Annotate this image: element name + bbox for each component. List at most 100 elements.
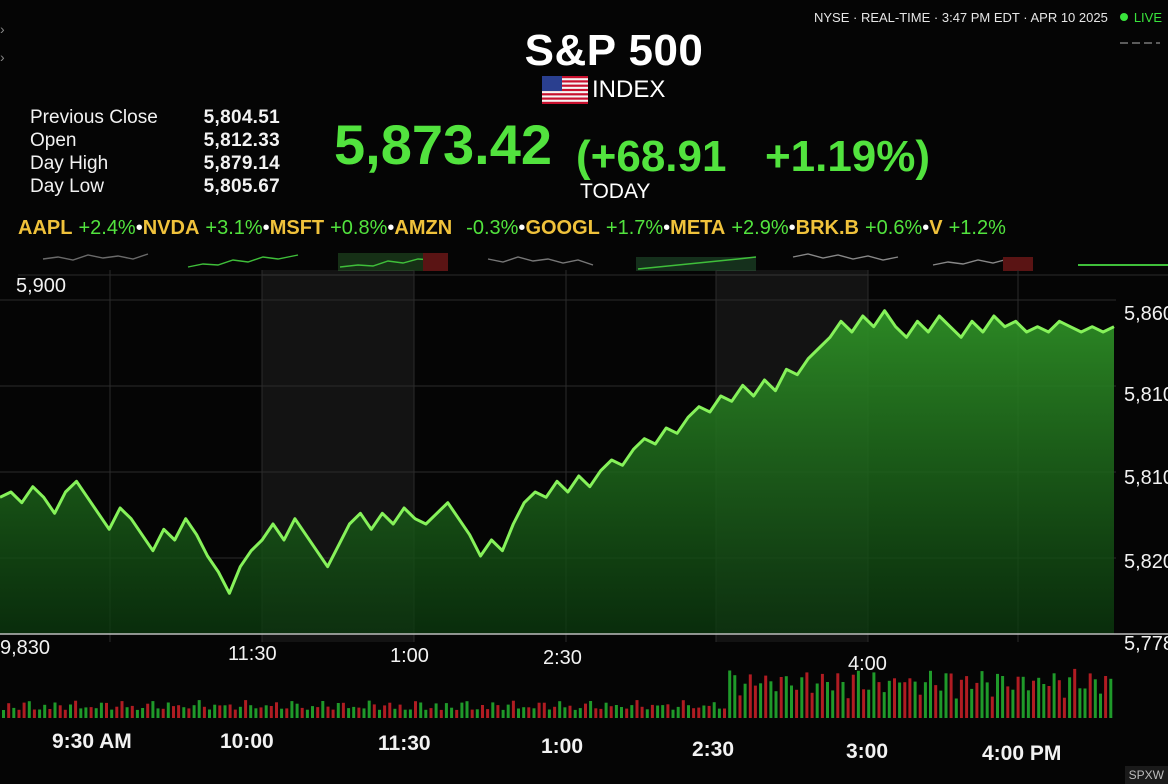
ticker-item-aapl[interactable]: AAPL +2.4% xyxy=(18,217,136,240)
ticker-item-brkb[interactable]: BRK.B +0.6% xyxy=(796,217,923,240)
volume-bar xyxy=(177,705,181,718)
volume-bar xyxy=(939,690,943,718)
volume-bar xyxy=(486,709,490,718)
volume-bar xyxy=(105,702,108,718)
ticker-item-v[interactable]: V +1.2% xyxy=(929,217,1006,240)
volume-bar xyxy=(208,709,211,718)
volume-bar xyxy=(1083,688,1087,718)
ticker-item-amzn[interactable]: AMZN -0.3% xyxy=(394,217,518,240)
volume-bar xyxy=(805,672,809,718)
volume-bar xyxy=(311,706,314,718)
volume-bar xyxy=(887,680,891,718)
ticker-item-nvda[interactable]: NVDA +3.1% xyxy=(143,217,263,240)
ticker-item-googl[interactable]: GOOGL +1.7% xyxy=(525,217,663,240)
volume-bar xyxy=(1032,680,1035,718)
ticker-change: +2.4% xyxy=(78,216,136,239)
volume-bar xyxy=(779,677,783,718)
volume-bar xyxy=(553,706,557,718)
volume-bar xyxy=(450,707,454,718)
ticker-symbol: AAPL xyxy=(18,216,73,239)
volume-bar xyxy=(79,708,83,718)
ticker-change: +0.6% xyxy=(864,216,923,239)
volume-bar xyxy=(146,703,150,718)
volume-bar xyxy=(187,708,191,718)
y-label-left-top: 5,900 xyxy=(16,275,66,297)
stat-value: 5,812.33 xyxy=(203,130,280,151)
us-flag-icon xyxy=(542,76,588,104)
volume-bar xyxy=(640,706,644,718)
volume-bar xyxy=(48,709,52,718)
volume-bar xyxy=(172,706,175,718)
separator-dot: • xyxy=(135,216,143,239)
sparkline-aapl xyxy=(42,253,149,261)
ticker-change: +0.8% xyxy=(330,216,388,239)
volume-bar xyxy=(300,707,304,718)
ticker-change: +3.1% xyxy=(205,216,263,239)
price-change: (+68.91 +1.19%) xyxy=(576,132,930,182)
volume-bar xyxy=(1062,697,1066,718)
volume-bar xyxy=(63,709,67,718)
volume-bar xyxy=(424,709,428,718)
volume-bar xyxy=(949,673,953,718)
separator-dot: • xyxy=(788,216,796,239)
volume-bar xyxy=(429,708,433,718)
y-label-right: 5,860 xyxy=(1124,303,1168,325)
volume-bar xyxy=(573,709,577,718)
volume-bar xyxy=(1026,690,1030,718)
volume-bar xyxy=(269,706,273,718)
volume-bar xyxy=(630,705,634,718)
index-subtitle: INDEX xyxy=(592,76,666,103)
sparkline-amzn xyxy=(487,256,594,266)
stat-label: Day Low xyxy=(30,176,104,197)
volume-bar xyxy=(965,676,969,718)
ticker-item-msft[interactable]: MSFT +0.8% xyxy=(270,217,388,240)
volume-bar xyxy=(357,707,361,718)
volume-bar xyxy=(393,708,397,718)
x-label-lower: 2:30 xyxy=(692,738,734,761)
volume-bar xyxy=(851,674,855,718)
volume-bar xyxy=(537,702,541,718)
volume-bar xyxy=(784,676,788,718)
volume-bar xyxy=(800,677,804,718)
volume-bar xyxy=(743,683,747,718)
volume-bar xyxy=(465,701,469,718)
y-label-right: 5,810 xyxy=(1124,384,1168,406)
change-points: (+68.91 xyxy=(576,132,727,181)
volume-bar xyxy=(604,702,608,718)
volume-bar xyxy=(697,707,701,718)
x-label-upper: 1:00 xyxy=(390,645,429,667)
volume-bar xyxy=(434,703,438,718)
volume-bar xyxy=(444,703,448,718)
ticker-symbol: AMZN xyxy=(394,216,453,239)
intraday-chart[interactable]: 5,900 5,860 5,810 5,810 5,820 xyxy=(0,270,1168,670)
volume-bar xyxy=(542,702,546,718)
lower-time-axis: 9:30 AM 10:00 11:30 1:00 2:30 3:00 4:00 … xyxy=(52,730,1061,765)
stat-row-previous-close: Previous Close 5,804.51 xyxy=(30,106,280,129)
volume-bar xyxy=(481,705,484,718)
volume-bar xyxy=(259,707,263,718)
volume-bar xyxy=(89,707,93,718)
volume-bar xyxy=(12,707,16,718)
volume-bar xyxy=(414,701,417,718)
volume-bar xyxy=(228,704,232,718)
volume-bar xyxy=(275,702,278,718)
volume-chart xyxy=(2,668,1113,718)
volume-bar xyxy=(7,703,11,718)
ticker-change: +1.7% xyxy=(605,216,664,239)
volume-bar xyxy=(156,708,160,718)
volume-bar xyxy=(882,692,886,718)
volume-bar xyxy=(862,689,866,718)
volume-bar xyxy=(769,681,773,718)
volume-bar xyxy=(17,709,21,718)
volume-bar xyxy=(733,675,737,718)
x-label-upper: 2:30 xyxy=(543,647,582,669)
volume-bar xyxy=(671,709,675,718)
ticker-item-meta[interactable]: META +2.9% xyxy=(670,217,788,240)
volume-bar xyxy=(254,708,258,718)
volume-bar xyxy=(110,709,114,718)
volume-bar xyxy=(687,705,690,718)
volume-bar xyxy=(1052,673,1056,718)
volume-bar xyxy=(511,700,515,718)
ticker-change: -0.3% xyxy=(466,216,519,239)
menu-dash-icon[interactable] xyxy=(1120,42,1160,44)
